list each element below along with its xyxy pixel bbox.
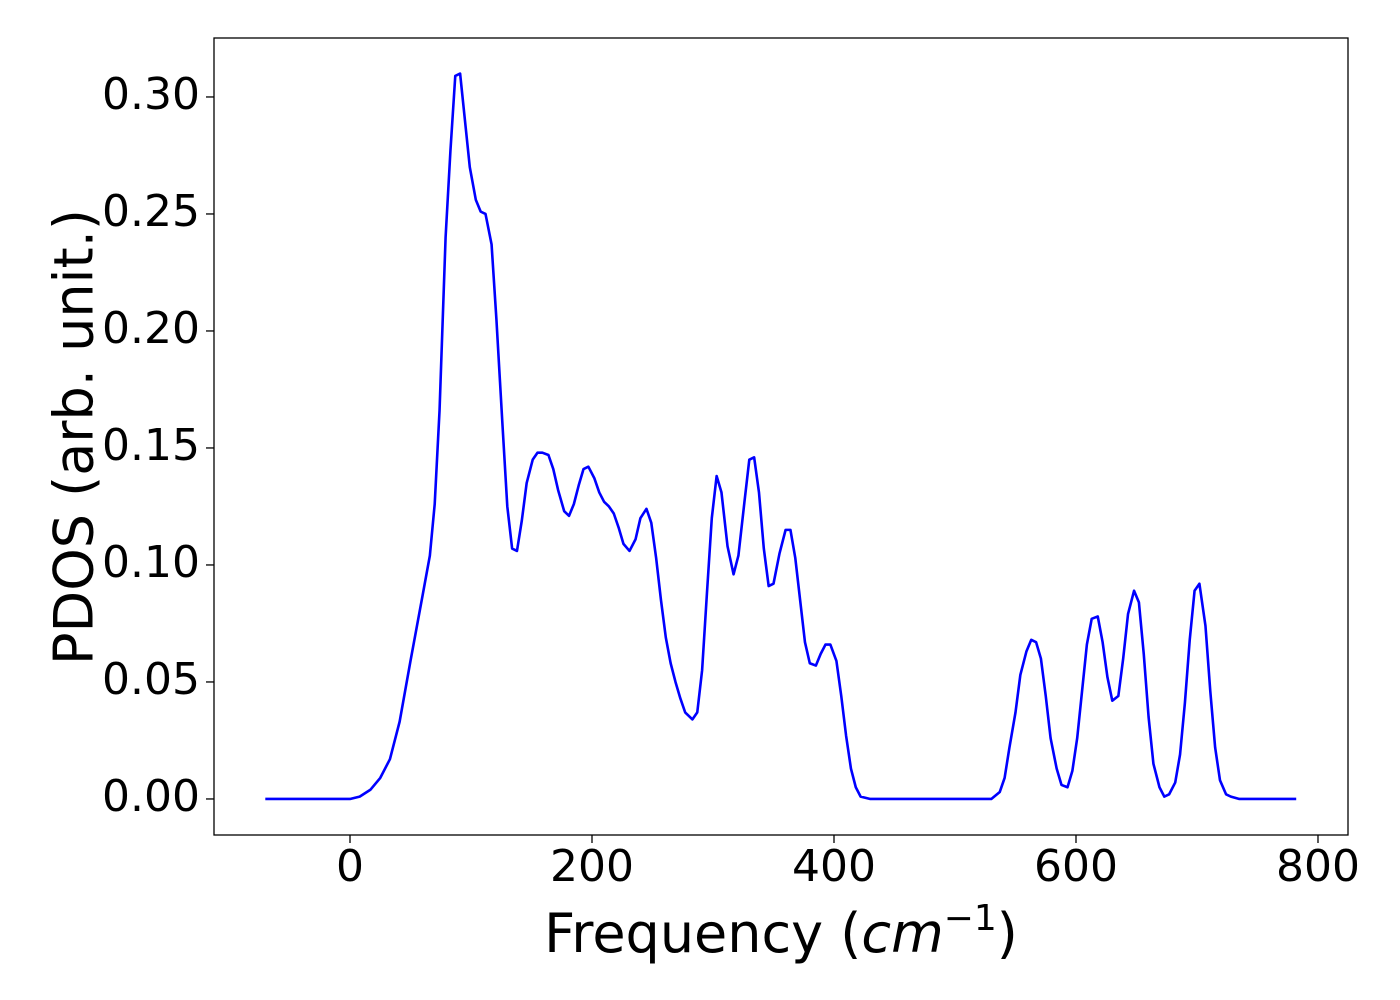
x-label-exponent: −1 (944, 898, 997, 939)
x-tick-label: 600 (1034, 841, 1118, 892)
y-tick-label: 0.00 (102, 771, 200, 822)
plot-frame (213, 37, 1349, 836)
y-tick-label: 0.30 (102, 69, 200, 120)
y-tick-label: 0.20 (102, 303, 200, 354)
x-axis-label: Frequency (cm−1) (544, 898, 1018, 965)
x-tick-label: 800 (1276, 841, 1360, 892)
x-label-text: ) (997, 902, 1018, 965)
y-tick-label: 0.15 (102, 420, 200, 471)
pdos-line (265, 72, 1297, 801)
x-label-unit: cm (861, 902, 943, 965)
y-axis-label: PDOS (arb. unit.) (43, 209, 106, 665)
y-tick-label: 0.25 (102, 186, 200, 237)
y-tick-label: 0.10 (102, 537, 200, 588)
x-tick-label: 0 (336, 841, 364, 892)
y-tick-label: 0.05 (102, 654, 200, 705)
x-tick-label: 200 (550, 841, 634, 892)
x-tick-label: 400 (792, 841, 876, 892)
x-label-text: Frequency ( (544, 902, 861, 965)
